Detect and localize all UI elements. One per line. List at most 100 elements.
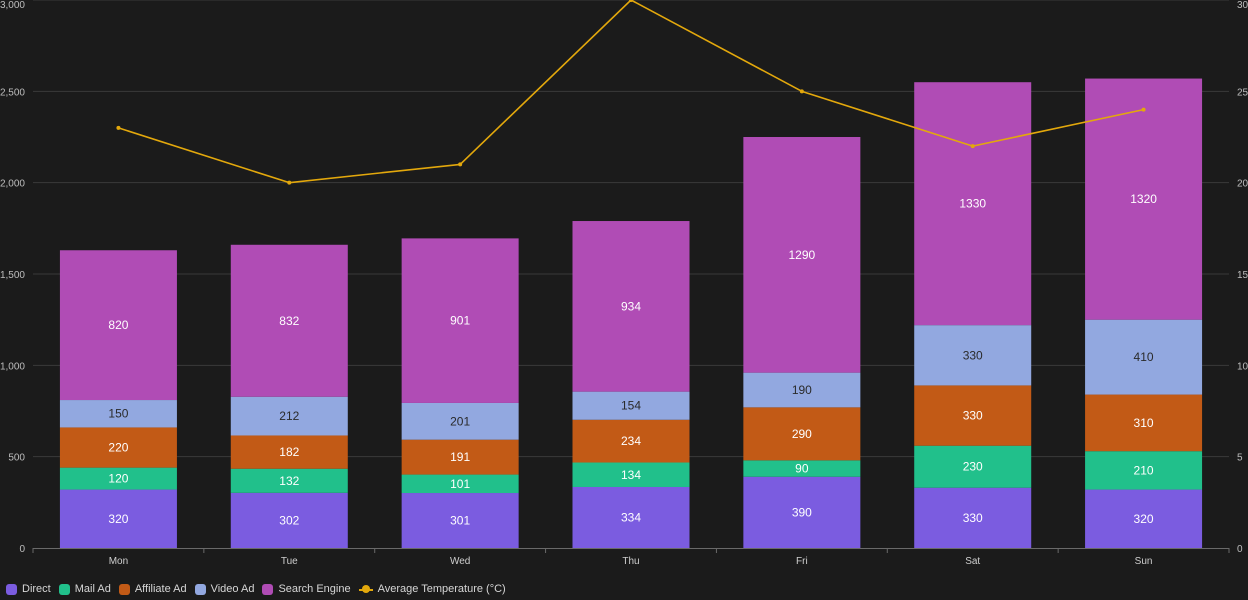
bar-segment: [914, 445, 1032, 488]
bar-segment: [572, 391, 690, 420]
bar-data-label: 101: [450, 477, 470, 491]
bar-data-label: 134: [621, 468, 641, 482]
bar-segment: [59, 250, 177, 401]
bar-data-label: 330: [963, 511, 983, 525]
legend-label: Average Temperature (°C): [377, 583, 506, 595]
bar-segment: [1085, 489, 1203, 548]
bar-segment: [230, 492, 348, 548]
legend-label: Video Ad: [210, 583, 255, 595]
legend-swatch: [262, 583, 274, 595]
bar-segment: [401, 474, 519, 494]
temperature-point: [116, 125, 121, 130]
bar-data-label: 901: [450, 314, 470, 328]
bar-segment: [230, 468, 348, 493]
y-left-tick-label: 1,500: [0, 270, 25, 281]
y-right-tick-label: 10: [1237, 361, 1248, 372]
bar-data-label: 320: [108, 512, 128, 526]
bar-segment: [401, 402, 519, 440]
bar-segment: [401, 238, 519, 403]
legend-item[interactable]: Search Engine: [262, 583, 351, 595]
bar-data-label: 334: [621, 510, 641, 524]
temperature-point: [629, 0, 633, 2]
legend-swatch: [194, 583, 206, 595]
legend-label: Direct: [22, 583, 51, 595]
bar-data-label: 220: [108, 441, 128, 455]
bar-segment: [59, 467, 177, 490]
bar-segment: [230, 435, 348, 469]
legend-item[interactable]: Average Temperature (°C): [358, 583, 506, 595]
bar-data-label: 182: [279, 445, 299, 459]
bar-data-label: 154: [621, 399, 641, 413]
bar-segment: [743, 372, 861, 408]
bar-data-label: 390: [792, 505, 812, 519]
bar-segment: [743, 460, 861, 477]
bar-data-label: 310: [1134, 416, 1154, 430]
bar-data-label: 190: [792, 383, 812, 397]
x-tick-label: Mon: [109, 556, 128, 567]
temperature-point: [287, 180, 292, 185]
bar-segment: [59, 427, 177, 468]
legend-item[interactable]: Video Ad: [194, 583, 255, 595]
temperature-point: [1141, 107, 1146, 112]
temperature-point: [970, 144, 975, 149]
bar-data-label: 320: [1134, 512, 1154, 526]
bar-data-label: 230: [963, 460, 983, 474]
legend-swatch: [6, 583, 17, 595]
bar-segment: [230, 244, 348, 397]
bar-segment: [572, 221, 690, 392]
bar-segment: [743, 137, 861, 373]
bar-segment: [743, 407, 861, 461]
legend-item[interactable]: Direct: [6, 583, 51, 595]
bar-data-label: 212: [279, 409, 299, 423]
y-left-tick-label: 500: [8, 453, 25, 464]
legend-label: Affiliate Ad: [134, 583, 187, 595]
bar-data-label: 832: [279, 314, 299, 328]
x-tick-label: Fri: [796, 556, 808, 567]
y-left-tick-label: 2,000: [0, 179, 25, 190]
bar-data-label: 290: [792, 427, 812, 441]
bar-segment: [572, 462, 690, 487]
y-right-tick-label: 5: [1237, 453, 1243, 464]
x-tick-label: Thu: [622, 556, 639, 567]
legend-swatch: [58, 583, 70, 595]
bar-segment: [59, 489, 177, 548]
temperature-point: [458, 162, 463, 167]
legend-line-swatch: [358, 584, 373, 595]
bar-segment: [401, 439, 519, 475]
legend-swatch: [118, 583, 130, 595]
y-right-tick-label: 30: [1237, 0, 1248, 11]
bar-segment: [743, 476, 861, 548]
bar-data-label: 330: [963, 348, 983, 362]
legend-label: Search Engine: [278, 583, 351, 595]
x-tick-label: Sun: [1135, 556, 1153, 567]
bar-data-label: 120: [108, 472, 128, 486]
bar-data-label: 301: [450, 514, 470, 528]
bar-segment: [401, 493, 519, 548]
legend-item[interactable]: Mail Ad: [58, 583, 111, 595]
x-tick-label: Sat: [965, 556, 980, 567]
y-left-tick-label: 3,000: [0, 0, 25, 11]
bar-segment: [572, 419, 690, 463]
bar-data-label: 934: [621, 299, 641, 313]
y-right-tick-label: 15: [1237, 270, 1248, 281]
bar-segment: [914, 82, 1032, 326]
bar-segment: [1085, 394, 1203, 452]
bar-data-label: 1330: [959, 197, 986, 211]
bar-data-label: 90: [795, 462, 809, 476]
bar-segment: [914, 325, 1032, 386]
y-right-tick-label: 20: [1237, 179, 1248, 190]
bar-segment: [914, 385, 1032, 446]
bar-data-label: 1320: [1130, 192, 1157, 206]
bar-data-label: 302: [279, 513, 299, 527]
bar-data-label: 191: [450, 450, 470, 464]
bar-data-label: 210: [1134, 463, 1154, 477]
bar-segment: [1085, 451, 1203, 490]
bar-data-label: 234: [621, 434, 641, 448]
bar-data-label: 820: [108, 318, 128, 332]
bar-segment: [230, 396, 348, 436]
bar-data-label: 150: [108, 407, 128, 421]
legend: Direct Mail Ad Affiliate Ad Video Ad Search …: [6, 582, 506, 596]
y-left-tick-label: 2,500: [0, 87, 25, 98]
legend-item[interactable]: Affiliate Ad: [118, 583, 187, 595]
